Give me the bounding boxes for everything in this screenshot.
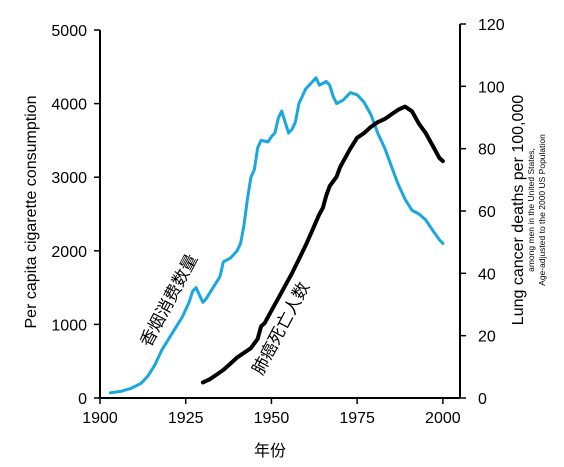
- left-y-axis-title: Per capita cigarette consumption: [23, 95, 40, 328]
- right-y-tick-label: 120: [478, 17, 505, 34]
- x-tick-label: 1950: [254, 410, 290, 427]
- right-y-tick-label: 20: [478, 329, 496, 346]
- left-y-tick-label: 5000: [51, 23, 87, 40]
- right-y-axis-title: Lung cancer deaths per 100,000: [510, 95, 527, 326]
- left-y-tick-label: 1000: [51, 317, 87, 334]
- ticks: 1900 1925 1950 1975 200001000200030004000500…: [51, 17, 504, 427]
- left-y-tick-label: 0: [78, 391, 87, 408]
- right-y-axis-subtitle-line2: Age-adjusted to the 2000 US Population: [537, 134, 547, 286]
- right-y-tick-label: 0: [478, 391, 487, 408]
- x-axis-title: 年份: [254, 442, 286, 460]
- right-y-axis-subtitle-line1: among men in the United States,: [526, 148, 536, 272]
- left-y-tick-label: 3000: [51, 170, 87, 187]
- x-tick-label: 1975: [339, 410, 375, 427]
- right-y-tick-label: 40: [478, 266, 496, 283]
- x-tick-label: 1900: [82, 410, 118, 427]
- series-layer: [108, 76, 445, 395]
- right-y-tick-label: 60: [478, 204, 496, 221]
- x-tick-label: 1925: [168, 410, 204, 427]
- series-line-cigarette-consumption: [108, 76, 445, 395]
- x-tick-label: 2000: [425, 410, 461, 427]
- series-line-lung-cancer-deaths: [200, 104, 445, 385]
- right-y-tick-label: 100: [478, 79, 505, 96]
- left-y-tick-label: 4000: [51, 97, 87, 114]
- right-y-tick-label: 80: [478, 142, 496, 159]
- left-y-tick-label: 2000: [51, 244, 87, 261]
